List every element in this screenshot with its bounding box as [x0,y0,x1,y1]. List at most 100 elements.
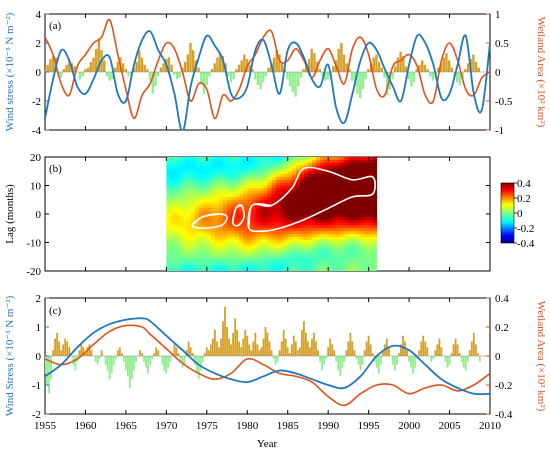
panel-a-wind-line [45,30,490,130]
y-tick-label-right: 1 [495,9,501,21]
panel-a-bar [297,72,300,87]
panel-c-bar [294,341,297,356]
panel-c-bar [141,353,143,356]
panel-c-bar [325,356,328,359]
panel-c-bar [341,356,344,368]
panel-a-bar [310,48,313,72]
y-tick-label-right: 0.5 [495,38,509,50]
panel-a-bar [262,72,265,83]
panel-a-bar [418,64,421,72]
panel-c-bar [412,356,415,374]
panel-a-bar [332,66,335,72]
panel-a-bar [394,66,397,72]
panel-a-bar [280,63,284,72]
panel-c-bar [240,347,243,356]
panel-c-bar [365,341,368,356]
panel-b-heatmap [166,157,378,271]
panel-c-bar [120,353,123,356]
panel-a-bar [105,72,109,77]
panel-c-bar [396,356,398,365]
panel-a-bar [412,72,416,83]
panel-c-bar [470,341,473,356]
panel-c-bar [474,344,477,356]
panel-a-bar [111,72,114,80]
panel-a-bar [208,72,211,77]
panel-a-bar [108,72,111,81]
panel-c-bar [108,356,111,380]
panel-a-bar [170,64,173,72]
panel-c-bar [309,347,311,356]
panel-a-bar [474,61,478,72]
panel-a-bar [68,60,71,72]
panel-c-bar [98,356,101,359]
panel-a-bar [367,69,370,72]
panel-a-bar [89,61,92,72]
panel-c-bar [181,356,184,368]
panel-c-bar [110,356,113,374]
x-tick-label: 1960 [74,420,97,432]
panel-a-bar [291,72,295,93]
panel-c-bar [45,356,46,374]
panel-c-bar [254,332,257,356]
panel-c-bar [68,347,71,356]
panel-a-bar [464,69,467,72]
panel-c-bar [353,350,356,356]
panel-c-bar [305,332,307,356]
panel-a-bar [447,60,451,72]
panel-a-bar [248,64,251,72]
panel-a-bar [278,54,281,72]
panel-c-bar [155,347,158,356]
panel-a-bar [213,63,216,72]
panel-a-bar [396,57,400,72]
panel-c-bar [48,356,50,394]
panel-c-ylabel-right: Wetland Area (×10² km²) [535,301,547,412]
panel-c-bar [313,332,315,356]
y-tick-label-left: 0 [36,351,42,363]
panel-c-bar [375,356,378,368]
panel-c-bar [262,338,265,356]
panel-a-bar [62,69,66,72]
y-tick-label-right: 0 [495,67,501,79]
panel-a-bar [458,72,462,86]
panel-c-bar [381,350,384,356]
panel-c-bar [363,350,366,356]
panel-a-bar [326,72,330,80]
panel-c-bar [135,356,137,362]
panel-c-bar [339,356,342,377]
panel-a-bar [445,53,448,72]
panel-a-bar [240,60,243,72]
panel-c-bar [118,347,121,356]
panel-c-bar [286,347,289,356]
panel-a-bar [466,63,470,72]
panel-c-bar [165,356,168,374]
panel-c-bar [250,350,253,356]
panel-a-bar [407,72,410,80]
panel-c-bar [169,356,172,362]
panel-c-bar [234,318,237,356]
x-tick-label: 1970 [155,420,178,432]
panel-c-bar [321,356,324,371]
panel-c-bar [418,350,421,356]
panel-c-bar [359,356,362,371]
panel-c-bar [52,350,54,356]
panel-a-bar [92,57,95,72]
panel-c-bar [452,344,455,356]
panel-c-bar [476,353,479,356]
panel-c-bar [448,356,451,365]
panel-c-bar [189,347,192,356]
x-axis-label: Year [257,438,278,450]
panel-c-bar [343,356,346,362]
panel-c-wind-line [45,317,490,396]
panel-c-bar [228,338,230,356]
panel-c-bar [337,356,340,371]
panel-a-bar [81,72,84,77]
panel-c-bar [355,356,358,359]
panel-a-bar [359,72,362,99]
panel-c-bar [218,347,220,356]
panel-a-bar [402,56,405,72]
panel-c-bar [468,350,471,356]
panel-a-bar [148,72,152,81]
y-tick-label-left: -2 [32,96,41,108]
panel-a-bar [361,72,365,90]
y-tick-label-right: 0.2 [495,322,509,334]
